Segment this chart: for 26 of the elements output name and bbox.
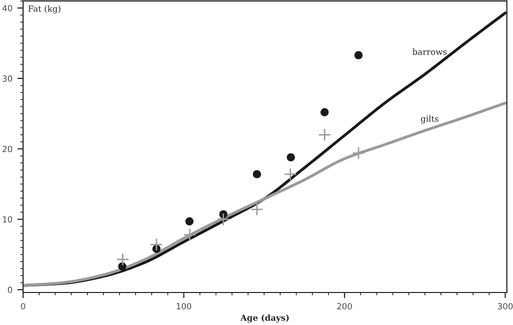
point <box>150 238 163 252</box>
point <box>354 51 363 60</box>
y-tick-label: 20 <box>2 146 12 152</box>
series-label: gilts <box>420 115 438 124</box>
x-axis-title: Age (days) <box>240 314 289 323</box>
point <box>183 228 196 242</box>
point <box>116 252 130 266</box>
point <box>286 153 295 162</box>
point <box>284 168 297 181</box>
point <box>216 212 230 226</box>
x-tick-label: 300 <box>498 303 513 310</box>
y-tick-label: 0 <box>8 286 12 293</box>
point <box>250 202 264 216</box>
point <box>320 108 329 116</box>
x-tick-label: 200 <box>337 303 352 310</box>
y-tick-label: 10 <box>2 216 12 223</box>
y-tick-label: 30 <box>2 75 12 82</box>
series-label: barrows <box>412 48 447 55</box>
y-tick-label: 40 <box>2 5 12 12</box>
point <box>352 146 366 160</box>
point <box>185 217 194 226</box>
x-tick-label: 100 <box>176 303 192 310</box>
y-axis-title: Fat (kg) <box>28 5 60 14</box>
x-tick-label: 0 <box>20 303 26 310</box>
point <box>252 170 262 178</box>
point <box>318 128 332 142</box>
